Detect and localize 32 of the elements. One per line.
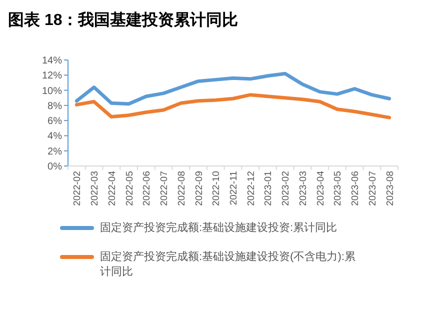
x-tick-label: 2022-02 (72, 171, 84, 206)
line-series (74, 93, 392, 120)
chart-title: 图表 18：我国基建投资累计同比 (8, 10, 238, 31)
y-tick-label: 8% (48, 100, 62, 112)
x-tick-label: 2023-04 (315, 171, 326, 206)
y-tick-label: 2% (48, 146, 62, 158)
x-tick-label: 2023-08 (384, 171, 396, 206)
x-tick-label: 2022-10 (211, 171, 222, 206)
x-tick-label: 2022-05 (124, 171, 136, 206)
x-tick-label: 2023-07 (367, 171, 378, 206)
x-tick-label: 2023-03 (298, 171, 309, 206)
line-series (74, 72, 392, 106)
x-tick-label: 2022-12 (246, 171, 257, 206)
x-tick-label: 2022-07 (159, 171, 170, 206)
x-tick-label: 2023-05 (332, 171, 344, 206)
x-tick-label: 2022-09 (194, 171, 205, 206)
x-tick-label: 2022-11 (228, 171, 240, 206)
x-tick-label: 2023-01 (263, 171, 274, 206)
y-tick-label: 6% (48, 116, 62, 128)
x-tick-label: 2022-06 (142, 171, 153, 206)
y-tick-label: 10% (42, 86, 62, 97)
x-tick-label: 2022-04 (106, 171, 118, 206)
legend-label: 固定资产投资完成额:基础设施建设投资(不含电力):累计同比 (100, 250, 356, 279)
y-tick-label: 12% (42, 70, 62, 82)
x-tick-label: 2023-06 (350, 171, 362, 206)
x-tick-label: 2022-08 (176, 171, 188, 206)
y-tick-label: 4% (48, 131, 62, 142)
x-tick-label: 2022-03 (90, 171, 101, 206)
y-tick-label: 14% (42, 56, 62, 66)
y-tick-label: 0% (48, 162, 62, 172)
x-tick-label: 2023-02 (280, 171, 292, 206)
legend-label: 固定资产投资完成额:基础设施建设投资:累计同比 (100, 220, 338, 235)
